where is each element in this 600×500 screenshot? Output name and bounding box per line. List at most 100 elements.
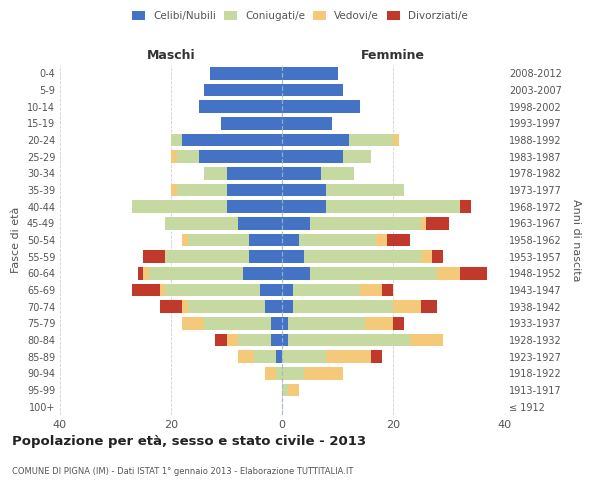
Bar bbox=[282, 67, 337, 80]
Bar bbox=[282, 167, 321, 179]
Bar bbox=[382, 284, 393, 296]
Bar bbox=[282, 300, 293, 313]
Bar bbox=[254, 350, 277, 363]
Bar bbox=[137, 267, 143, 280]
Bar bbox=[282, 117, 332, 130]
Bar bbox=[460, 267, 487, 280]
Bar bbox=[376, 234, 388, 246]
Bar bbox=[393, 134, 398, 146]
Bar bbox=[287, 384, 299, 396]
Bar bbox=[421, 250, 432, 263]
Bar bbox=[426, 217, 449, 230]
Bar bbox=[310, 217, 421, 230]
Bar bbox=[282, 217, 310, 230]
Bar bbox=[182, 134, 282, 146]
Bar bbox=[282, 184, 326, 196]
Bar bbox=[238, 217, 282, 230]
Legend: Celibi/Nubili, Coniugati/e, Vedovi/e, Divorziati/e: Celibi/Nubili, Coniugati/e, Vedovi/e, Di… bbox=[129, 8, 471, 24]
Bar bbox=[204, 84, 282, 96]
Bar bbox=[282, 84, 343, 96]
Bar bbox=[271, 317, 282, 330]
Bar bbox=[349, 134, 393, 146]
Bar bbox=[199, 150, 282, 163]
Bar bbox=[371, 350, 382, 363]
Bar bbox=[260, 284, 282, 296]
Bar bbox=[149, 267, 243, 280]
Bar bbox=[160, 284, 166, 296]
Bar bbox=[249, 234, 282, 246]
Bar bbox=[277, 350, 282, 363]
Bar bbox=[227, 167, 282, 179]
Text: COMUNE DI PIGNA (IM) - Dati ISTAT 1° gennaio 2013 - Elaborazione TUTTITALIA.IT: COMUNE DI PIGNA (IM) - Dati ISTAT 1° gen… bbox=[12, 468, 353, 476]
Bar bbox=[171, 150, 176, 163]
Bar bbox=[176, 150, 199, 163]
Bar bbox=[182, 317, 204, 330]
Bar bbox=[393, 300, 421, 313]
Bar bbox=[293, 300, 393, 313]
Y-axis label: Fasce di età: Fasce di età bbox=[11, 207, 21, 273]
Bar bbox=[282, 384, 287, 396]
Bar bbox=[360, 284, 382, 296]
Bar bbox=[176, 184, 227, 196]
Bar bbox=[326, 350, 371, 363]
Bar bbox=[265, 367, 277, 380]
Bar bbox=[210, 67, 282, 80]
Bar bbox=[282, 334, 287, 346]
Bar bbox=[410, 334, 443, 346]
Bar bbox=[282, 250, 304, 263]
Bar bbox=[287, 317, 365, 330]
Bar bbox=[282, 284, 293, 296]
Bar bbox=[166, 250, 249, 263]
Text: Femmine: Femmine bbox=[361, 48, 425, 62]
Bar bbox=[299, 234, 376, 246]
Bar bbox=[166, 217, 238, 230]
Bar bbox=[277, 367, 282, 380]
Bar bbox=[243, 267, 282, 280]
Bar bbox=[432, 250, 443, 263]
Bar bbox=[282, 267, 310, 280]
Bar bbox=[310, 267, 437, 280]
Bar bbox=[221, 117, 282, 130]
Bar bbox=[166, 284, 260, 296]
Bar bbox=[282, 150, 343, 163]
Bar bbox=[282, 317, 287, 330]
Text: Popolazione per età, sesso e stato civile - 2013: Popolazione per età, sesso e stato civil… bbox=[12, 435, 366, 448]
Bar bbox=[293, 284, 360, 296]
Y-axis label: Anni di nascita: Anni di nascita bbox=[571, 198, 581, 281]
Bar bbox=[388, 234, 410, 246]
Bar bbox=[282, 200, 326, 213]
Bar bbox=[204, 167, 227, 179]
Bar bbox=[238, 350, 254, 363]
Bar bbox=[182, 234, 188, 246]
Bar bbox=[304, 367, 343, 380]
Bar bbox=[282, 367, 304, 380]
Bar bbox=[326, 200, 460, 213]
Bar bbox=[215, 334, 227, 346]
Bar bbox=[343, 150, 371, 163]
Bar bbox=[188, 300, 265, 313]
Bar bbox=[171, 134, 182, 146]
Bar bbox=[227, 200, 282, 213]
Bar bbox=[365, 317, 393, 330]
Bar bbox=[160, 300, 182, 313]
Bar bbox=[171, 184, 176, 196]
Bar bbox=[227, 334, 238, 346]
Bar bbox=[282, 100, 360, 113]
Bar bbox=[282, 350, 326, 363]
Bar bbox=[265, 300, 282, 313]
Bar bbox=[437, 267, 460, 280]
Bar bbox=[188, 234, 249, 246]
Bar bbox=[304, 250, 421, 263]
Bar bbox=[460, 200, 471, 213]
Bar bbox=[421, 300, 437, 313]
Bar bbox=[182, 300, 188, 313]
Bar bbox=[227, 184, 282, 196]
Bar bbox=[143, 250, 166, 263]
Bar bbox=[326, 184, 404, 196]
Bar bbox=[249, 250, 282, 263]
Bar bbox=[321, 167, 354, 179]
Bar bbox=[132, 284, 160, 296]
Bar bbox=[132, 200, 227, 213]
Bar bbox=[282, 234, 299, 246]
Bar bbox=[204, 317, 271, 330]
